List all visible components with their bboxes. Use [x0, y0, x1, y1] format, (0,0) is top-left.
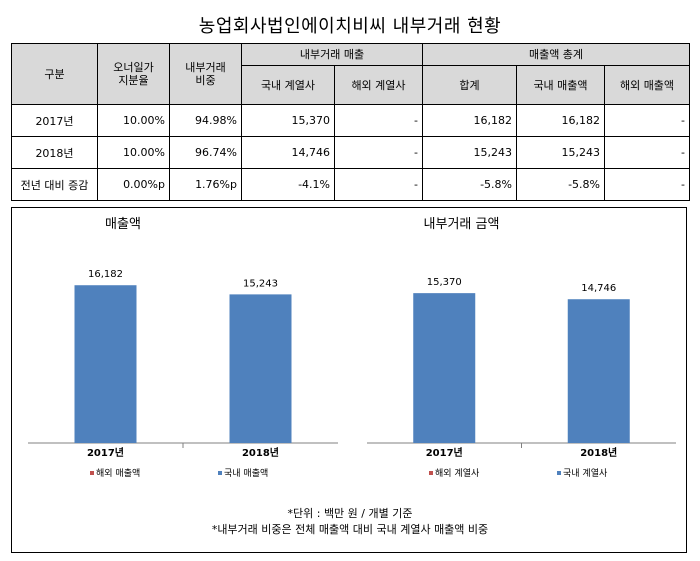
legend-swatch — [218, 471, 222, 475]
owner-share-cell: 10.00% — [97, 136, 170, 169]
table-row: 2018년 10.00% 96.74% 14,746 - 15,243 15,2… — [11, 136, 691, 169]
overseas-affiliate-cell: - — [334, 104, 423, 137]
bar — [229, 294, 292, 443]
notes: *단위 : 백만 원 / 개별 기준 *내부거래 비중은 전체 매출액 대비 국… — [12, 506, 688, 538]
header-domestic-sales: 국내 매출액 — [516, 65, 605, 105]
overseas-affiliate-cell: - — [334, 136, 423, 169]
data-label: 14,746 — [581, 283, 616, 294]
owner-share-cell: 0.00%p — [97, 168, 170, 201]
owner-share-cell: 10.00% — [97, 104, 170, 137]
x-tick-label: 2018년 — [580, 446, 617, 459]
chart-title: 내부거래 금액 — [424, 217, 500, 232]
domestic-sales-cell: 16,182 — [516, 104, 605, 137]
row-label: 2018년 — [11, 136, 98, 169]
header-internal-ratio: 내부거래 비중 — [169, 43, 242, 105]
header-owner-share: 오너일가 지분율 — [97, 43, 170, 105]
x-tick-label: 2017년 — [426, 446, 463, 459]
bar — [567, 299, 630, 443]
summary-table: 구분 오너일가 지분율 내부거래 비중 내부거래 매출 매출액 총계 국내 계열… — [11, 43, 691, 201]
header-sales-total: 매출액 총계 — [421, 43, 691, 66]
x-tick-label: 2018년 — [242, 446, 279, 459]
legend-swatch — [557, 471, 561, 475]
legend-label: 해외 매출액 — [96, 467, 140, 479]
legend-swatch — [90, 471, 94, 475]
sum-cell: 16,182 — [422, 104, 517, 137]
table-row: 전년 대비 증감 0.00%p 1.76%p -4.1% - -5.8% -5.… — [11, 168, 691, 201]
row-label: 전년 대비 증감 — [11, 168, 98, 201]
sum-cell: 15,243 — [422, 136, 517, 169]
header-overseas-sales: 해외 매출액 — [603, 65, 691, 105]
bar — [74, 285, 137, 443]
overseas-sales-cell: - — [603, 104, 691, 137]
internal-ratio-cell: 96.74% — [169, 136, 242, 169]
overseas-sales-cell: - — [603, 168, 691, 201]
internal-ratio-cell: 94.98% — [169, 104, 242, 137]
bar — [413, 293, 476, 443]
note-unit: *단위 : 백만 원 / 개별 기준 — [287, 507, 413, 520]
legend-label: 국내 매출액 — [224, 467, 268, 479]
data-label: 16,182 — [88, 269, 123, 280]
data-label: 15,243 — [243, 278, 278, 289]
overseas-affiliate-cell: - — [334, 168, 423, 201]
header-internal-sales: 내부거래 매출 — [241, 43, 423, 66]
page-title: 농업회사법인에이치비씨 내부거래 현황 — [198, 16, 502, 37]
chart-title: 매출액 — [105, 217, 141, 232]
data-label: 15,370 — [427, 277, 462, 288]
header-domestic-affiliate: 국내 계열사 — [241, 65, 335, 105]
domestic-sales-cell: 15,243 — [516, 136, 605, 169]
legend-label: 국내 계열사 — [563, 467, 608, 479]
row-label: 2017년 — [11, 104, 98, 137]
domestic-affiliate-cell: 14,746 — [241, 136, 335, 169]
header-sum: 합계 — [422, 65, 517, 105]
domestic-affiliate-cell: 15,370 — [241, 104, 335, 137]
header-overseas-affiliate: 해외 계열사 — [334, 65, 423, 105]
domestic-sales-cell: -5.8% — [516, 168, 605, 201]
legend-swatch — [429, 471, 433, 475]
domestic-affiliate-cell: -4.1% — [241, 168, 335, 201]
note-ratio: *내부거래 비중은 전체 매출액 대비 국내 계열사 매출액 비중 — [211, 523, 489, 536]
header-category: 구분 — [11, 43, 98, 105]
legend-label: 해외 계열사 — [435, 467, 480, 479]
x-tick-label: 2017년 — [87, 446, 124, 459]
table-row: 2017년 10.00% 94.98% 15,370 - 16,182 16,1… — [11, 104, 691, 137]
internal-ratio-cell: 1.76%p — [169, 168, 242, 201]
sum-cell: -5.8% — [422, 168, 517, 201]
overseas-sales-cell: - — [603, 136, 691, 169]
